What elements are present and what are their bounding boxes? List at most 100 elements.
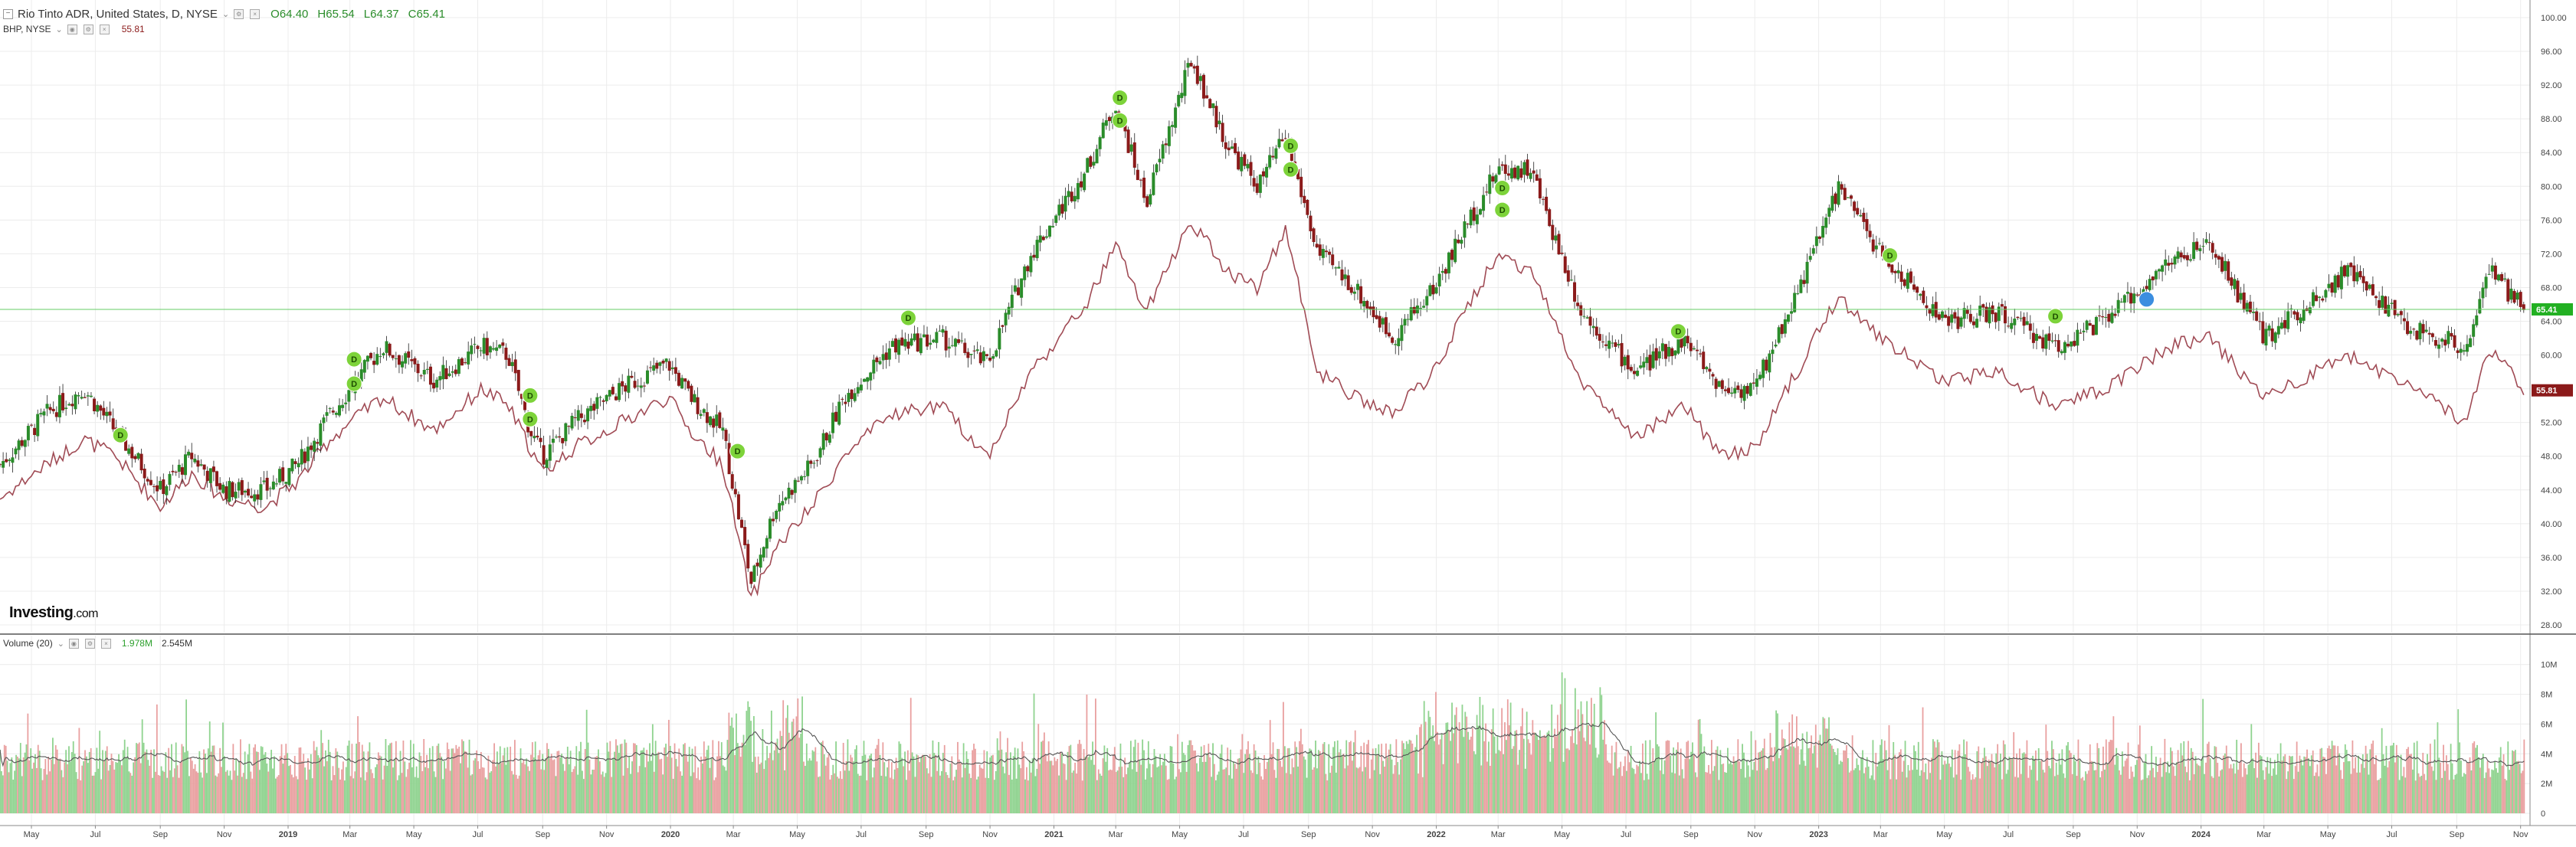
volume-bar — [487, 755, 490, 813]
dividend-marker[interactable]: D — [1670, 323, 1686, 340]
dividend-marker[interactable]: D — [900, 309, 916, 326]
dividend-marker-circle — [112, 427, 129, 443]
volume-bar — [1535, 732, 1537, 813]
collapse-icon[interactable]: − — [3, 9, 13, 19]
volume-bar — [1206, 753, 1208, 813]
volume-bar — [2486, 760, 2489, 813]
volume-bar — [1394, 765, 1396, 813]
settings-icon[interactable]: ⚙ — [83, 24, 93, 34]
volume-bar — [1575, 744, 1578, 813]
volume-bar — [2194, 756, 2197, 813]
candle-body — [1711, 374, 1715, 377]
volume-bar — [2466, 762, 2468, 813]
volume-bar — [973, 744, 975, 813]
dividend-marker[interactable]: D — [112, 427, 129, 443]
dividend-marker[interactable]: D — [1282, 137, 1299, 154]
candle-body — [2361, 276, 2365, 283]
dividend-marker[interactable]: D — [346, 351, 362, 368]
dividend-marker[interactable]: D — [1112, 90, 1129, 106]
volume-bar — [474, 758, 477, 813]
dividend-marker-circle — [522, 387, 539, 404]
volume-bar — [1362, 771, 1364, 813]
dividend-marker[interactable] — [2138, 291, 2155, 308]
dividend-marker[interactable]: D — [522, 410, 539, 427]
volume-bar — [1763, 738, 1765, 813]
volume-bar — [34, 754, 36, 813]
dividend-marker[interactable]: D — [1882, 247, 1899, 264]
volume-bar — [1382, 760, 1384, 813]
volume-bar — [2159, 757, 2161, 813]
volume-bar — [898, 741, 900, 813]
volume-bar — [1542, 737, 1544, 813]
volume-bar — [1591, 723, 1594, 813]
candle-body — [837, 401, 841, 425]
volume-bar — [704, 756, 706, 813]
volume-bar — [454, 753, 456, 813]
close-icon[interactable]: × — [100, 638, 111, 649]
volume-bar — [1461, 705, 1463, 813]
dividend-marker[interactable]: D — [729, 443, 746, 459]
chevron-down-icon[interactable]: ⌄ — [221, 10, 230, 19]
volume-bar — [2517, 760, 2519, 813]
candle-body — [1041, 237, 1045, 240]
dividend-marker[interactable]: D — [1282, 161, 1299, 178]
candle-body — [903, 338, 907, 347]
candle-body — [1903, 279, 1906, 286]
y-tick-label: 68.00 — [2541, 283, 2562, 293]
candle-body — [900, 337, 904, 346]
volume-bar — [317, 755, 320, 813]
volume-bar — [1408, 739, 1411, 813]
volume-bar — [2076, 776, 2078, 813]
dividend-marker[interactable]: D — [522, 387, 539, 404]
volume-bar — [1896, 779, 1897, 813]
close-icon[interactable]: × — [250, 9, 261, 19]
chevron-down-icon[interactable]: ⌄ — [57, 639, 64, 649]
volume-bar — [811, 750, 814, 813]
candle-body — [1714, 378, 1718, 389]
volume-bar — [930, 777, 932, 813]
close-icon[interactable]: × — [99, 24, 110, 34]
chevron-down-icon[interactable]: ⌄ — [55, 25, 63, 34]
x-tick-label: Mar — [1109, 830, 1123, 839]
volume-bar — [235, 759, 238, 813]
candle-body — [240, 479, 244, 495]
candle-body — [673, 367, 677, 374]
candle-body — [250, 495, 254, 499]
candle-body — [1548, 209, 1552, 227]
candle-body — [2267, 325, 2271, 331]
eye-icon[interactable]: ◉ — [67, 24, 77, 34]
dividend-marker[interactable]: D — [1494, 201, 1511, 218]
dividend-marker[interactable]: D — [1112, 112, 1129, 129]
eye-icon[interactable]: ◉ — [68, 638, 79, 649]
volume-bar — [826, 757, 828, 813]
candle-body — [1594, 326, 1598, 336]
volume-bar — [500, 763, 503, 813]
settings-icon[interactable]: ⚙ — [234, 9, 244, 19]
volume-bar — [1201, 761, 1204, 813]
candle-body — [1950, 314, 1954, 323]
candle-body — [536, 435, 539, 438]
volume-bar — [241, 777, 243, 813]
dividend-marker[interactable]: D — [2047, 308, 2064, 325]
volume-bar — [56, 749, 58, 813]
volume-bar — [749, 707, 751, 813]
dividend-marker[interactable]: D — [1494, 179, 1511, 196]
volume-bar — [1992, 761, 1994, 813]
candle-body — [1909, 271, 1912, 283]
volume-bar — [1647, 779, 1650, 813]
volume-bar — [789, 738, 791, 813]
volume-bar — [2069, 750, 2070, 813]
volume-bar — [1132, 747, 1135, 813]
candle-body — [1265, 166, 1269, 178]
dividend-marker-label: D — [1288, 142, 1294, 151]
settings-icon[interactable]: ⚙ — [84, 638, 95, 649]
volume-bar — [2300, 759, 2302, 813]
candle-body — [1777, 327, 1781, 343]
candle-body — [2236, 280, 2240, 302]
candle-body — [1255, 183, 1259, 193]
volume-bar — [1200, 746, 1202, 813]
volume-bar — [1768, 756, 1770, 813]
dividend-marker[interactable]: D — [346, 375, 362, 392]
